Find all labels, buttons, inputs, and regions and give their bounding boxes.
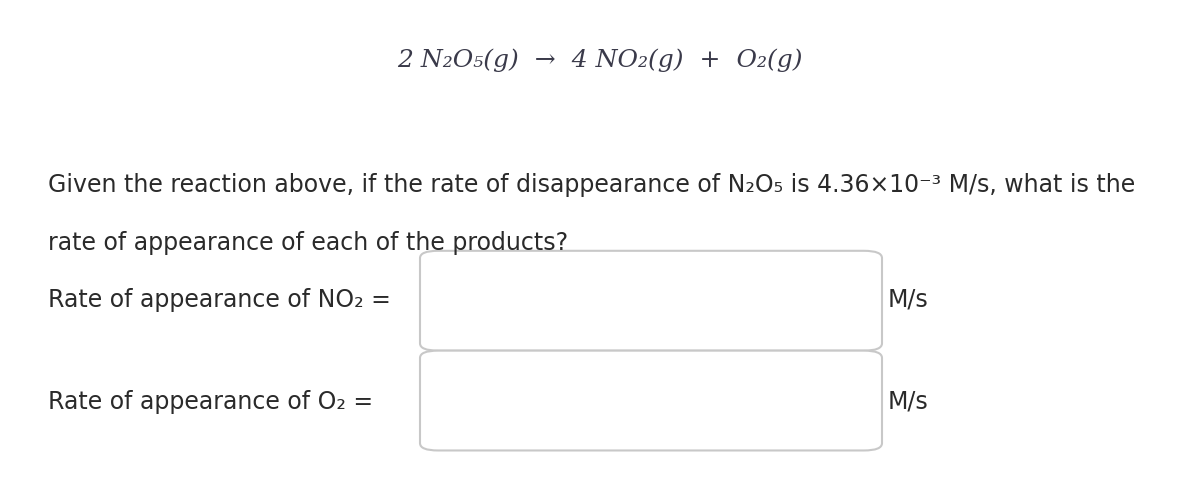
Text: M/s: M/s xyxy=(888,287,929,312)
FancyBboxPatch shape xyxy=(420,351,882,450)
Text: rate of appearance of each of the products?: rate of appearance of each of the produc… xyxy=(48,231,568,255)
Text: 2 N₂O₅(g)  →  4 NO₂(g)  +  O₂(g): 2 N₂O₅(g) → 4 NO₂(g) + O₂(g) xyxy=(397,49,803,72)
Text: Rate of appearance of O₂ =: Rate of appearance of O₂ = xyxy=(48,390,373,414)
FancyBboxPatch shape xyxy=(420,251,882,351)
Text: M/s: M/s xyxy=(888,390,929,414)
Text: Rate of appearance of NO₂ =: Rate of appearance of NO₂ = xyxy=(48,287,391,312)
Text: Given the reaction above, if the rate of disappearance of N₂O₅ is 4.36×10⁻³ M/s,: Given the reaction above, if the rate of… xyxy=(48,173,1135,197)
